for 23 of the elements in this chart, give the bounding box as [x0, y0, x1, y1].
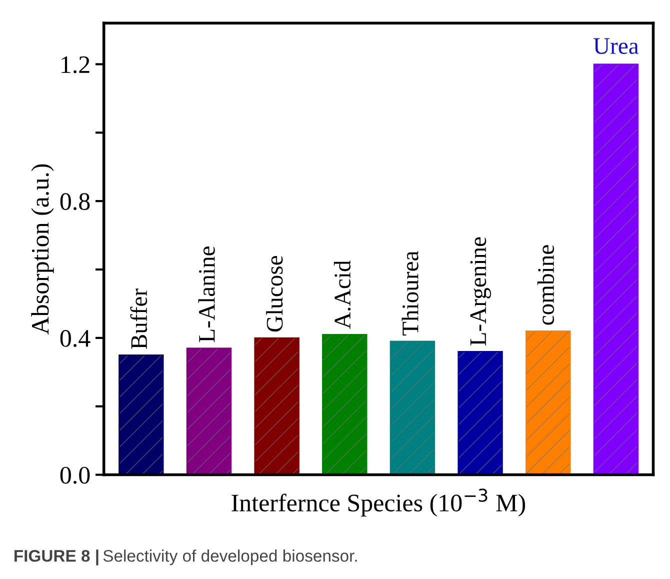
x-tick-label: Urea: [594, 38, 639, 54]
bar: [186, 348, 232, 475]
y-tick-label: 0.4: [60, 330, 90, 347]
y-tick-label: 0.8: [60, 193, 90, 210]
bar: [526, 330, 571, 475]
bar: [118, 354, 164, 475]
x-tick-label: Glucose: [266, 256, 283, 332]
x-axis-title: Interfernce Species (10$^{−3}$ M): [232, 488, 526, 517]
bar: [254, 337, 300, 475]
caption: FIGURE 8 | Selectivity of developed biosensor.: [14, 550, 357, 566]
y-tick-label: 1.2: [62, 56, 90, 74]
y-axis-title: Absorption (a.u.): [31, 164, 54, 334]
x-tick-label: L-Argenine: [470, 237, 491, 346]
x-tick-label: combine: [537, 245, 554, 325]
x-tick-label: L-Alanine: [198, 246, 215, 342]
y-tick-label: 0.0: [60, 466, 90, 484]
bar: [458, 351, 503, 475]
bar: [593, 64, 639, 475]
x-tick-label: Thiourea: [402, 251, 418, 336]
bar: [322, 334, 368, 475]
x-tick-label: A.Acid: [334, 260, 351, 329]
bar: [390, 340, 436, 475]
x-tick-label: Buffer: [130, 288, 148, 349]
